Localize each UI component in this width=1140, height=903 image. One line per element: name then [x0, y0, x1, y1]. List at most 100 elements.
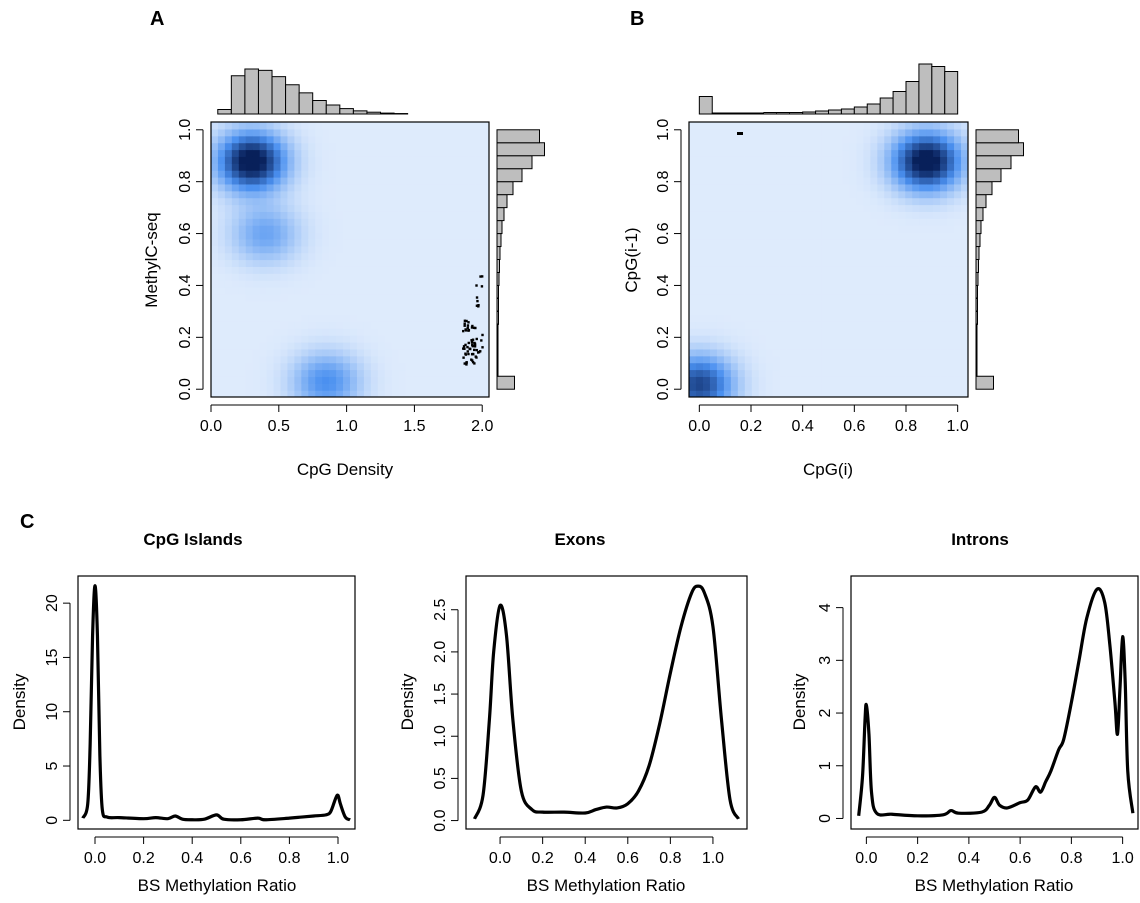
panel-a-density-cell: [377, 204, 386, 212]
panel-a-density-cell: [231, 287, 240, 295]
panel-b-density-cell: [737, 383, 746, 391]
panel-a-density-cell: [329, 142, 337, 151]
panel-a-density-cell: [405, 335, 414, 343]
c2-y-tick-label: 0.0: [432, 809, 449, 831]
panel-b-density-cell: [849, 245, 857, 254]
panel-b-density-cell: [751, 314, 760, 322]
panel-a-density-cell: [211, 314, 219, 322]
panel-b-density-cell: [919, 149, 927, 157]
panel-a-density-cell: [363, 252, 372, 261]
panel-b-density-cell: [940, 190, 948, 199]
panel-b-density-cell: [730, 300, 739, 309]
panel-a-density-cell: [356, 218, 365, 226]
panel-a-density-cell: [475, 232, 483, 240]
panel-a-density-cell: [336, 197, 344, 206]
panel-b-density-cell: [737, 321, 746, 329]
panel-b-density-cell: [800, 128, 809, 137]
panel-b-density-cell: [947, 259, 955, 267]
panel-a-density-cell: [447, 149, 455, 157]
panel-a-density-cell: [266, 383, 275, 391]
panel-b-density-cell: [863, 197, 871, 206]
panel-a-density-cell: [461, 232, 469, 240]
panel-a-density-cell: [259, 293, 268, 302]
panel-a-density-cell: [377, 376, 386, 384]
panel-b-density-cell: [926, 177, 934, 185]
panel-b-density-cell: [737, 204, 746, 212]
panel-b-density-cell: [919, 128, 927, 137]
panel-b-density-cell: [751, 211, 760, 219]
panel-b-density-cell: [702, 335, 711, 343]
panel-a-y-hist-bar: [496, 375, 515, 390]
panel-a-density-cell: [294, 355, 302, 364]
panel-a-density-cell: [405, 183, 414, 192]
panel-a-density-cell: [447, 259, 455, 267]
panel-a-density-cell: [412, 128, 421, 137]
panel-a-density-cell: [356, 362, 365, 371]
panel-b-density-cell: [926, 204, 934, 212]
panel-b-density-cell: [786, 266, 795, 274]
panel-a-density-cell: [231, 293, 240, 302]
panel-b-density-cell: [947, 163, 955, 171]
cpg-islands-density-line: [81, 584, 351, 822]
panel-b-density-cell: [877, 287, 885, 295]
panel-b-density-cell: [800, 245, 809, 254]
panel-a-density-cell: [245, 287, 254, 295]
panel-a-density-cell: [322, 307, 330, 316]
panel-a-density-cell: [398, 218, 407, 226]
panel-a-density-cell: [461, 335, 469, 343]
panel-a-density-cell: [238, 287, 247, 295]
panel-a-density-cell: [308, 376, 316, 384]
panel-a-density-cell: [468, 383, 476, 391]
panel-a-density-cell: [294, 383, 302, 391]
panel-a-density-cell: [315, 335, 323, 343]
panel-b-density-cell: [786, 376, 795, 384]
panel-a-density-cell: [294, 135, 302, 144]
panel-a-density-cell: [287, 321, 295, 329]
panel-a-density-cell: [419, 259, 428, 267]
panel-a-density-cell: [301, 342, 309, 350]
panel-b-density-cell: [800, 142, 809, 151]
panel-b-density-cell: [905, 163, 913, 171]
panel-a-outlier-point: [463, 362, 466, 365]
panel-a-density-cell: [336, 348, 344, 357]
panel-b-density-cell: [884, 128, 892, 137]
panel-a-density-cell: [224, 135, 233, 144]
panel-b-density-cell: [856, 238, 864, 247]
panel-b-density-cell: [933, 149, 941, 157]
panel-b-density-cell: [793, 149, 802, 157]
panel-a-density-cell: [287, 211, 295, 219]
panel-a-density-cell: [280, 369, 289, 377]
panel-b-density-cell: [905, 355, 913, 364]
panel-a-density-cell: [468, 362, 476, 371]
panel-b-density-cell: [933, 280, 941, 288]
panel-a-density-cell: [252, 252, 261, 261]
panel-a-density-cell: [329, 266, 337, 274]
panel-a-density-cell: [426, 307, 434, 316]
panel-a-density-cell: [301, 280, 309, 288]
panel-a-density-cell: [336, 122, 344, 130]
panel-a-density-cell: [447, 266, 455, 274]
panel-a-density-cell: [419, 170, 428, 178]
panel-b-density-cell: [891, 355, 899, 364]
panel-a-density-cell: [280, 190, 289, 199]
panel-b-density-cell: [842, 376, 851, 384]
panel-b-density-cell: [723, 245, 732, 254]
panel-b-density-cell: [842, 300, 851, 309]
c2-y-tick-label: 1.5: [432, 683, 449, 705]
panel-a-density-cell: [252, 183, 261, 192]
panel-b-density-cell: [870, 321, 878, 329]
panel-b-density-cell: [933, 362, 941, 371]
panel-a-density-cell: [482, 266, 489, 274]
panel-a-density-cell: [426, 321, 434, 329]
panel-b-density-cell: [870, 376, 878, 384]
panel-a-density-cell: [363, 348, 372, 357]
panel-b-density-cell: [961, 314, 968, 322]
panel-a-density-cell: [412, 204, 421, 212]
panel-a-density-cell: [280, 383, 289, 391]
panel-a-density-cell: [322, 197, 330, 206]
panel-a-density-cell: [238, 197, 247, 206]
panel-b-density-cell: [905, 218, 913, 226]
panel-a-density-cell: [280, 314, 289, 322]
panel-b-density-cell: [933, 266, 941, 274]
panel-b-density-cell: [800, 259, 809, 267]
